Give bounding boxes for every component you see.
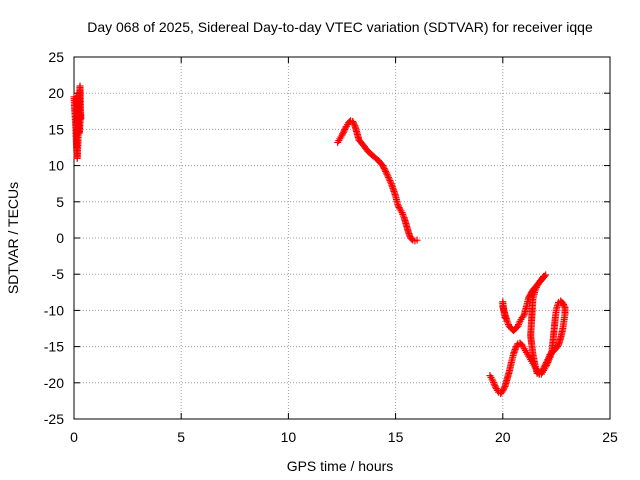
data-point [385,175,393,183]
y-tick-label: 20 [48,85,64,101]
chart-title: Day 068 of 2025, Sidereal Day-to-day VTE… [87,19,593,35]
y-tick-label: -5 [52,266,65,282]
grid-lines [74,57,610,419]
data-point [399,210,407,218]
x-tick-label: 25 [602,429,618,445]
data-point [489,377,497,385]
x-tick-label: 0 [70,429,78,445]
data-point [488,375,496,383]
data-point [516,317,524,325]
y-tick-label: 15 [48,121,64,137]
data-point [545,357,553,365]
data-point [382,169,390,177]
data-point [501,314,509,322]
y-axis-label: SDTVAR / TECUs [5,182,21,294]
data-point [490,379,498,387]
data-point [383,170,391,178]
x-tick-label: 10 [281,429,297,445]
data-point [525,293,533,301]
x-tick-label: 20 [495,429,511,445]
y-tick-label: 5 [56,194,64,210]
data-points [70,82,569,398]
y-tick-label: -20 [44,375,64,391]
data-point [546,353,554,361]
data-point [76,111,84,119]
data-point [399,212,407,220]
y-tick-label: -10 [44,302,64,318]
data-point [387,178,395,186]
x-axis-label: GPS time / hours [287,458,394,474]
data-point [398,209,406,217]
data-point [504,319,512,327]
data-point [384,173,392,181]
x-axis-ticks: 0 5 10 15 20 25 [70,57,618,445]
data-point [384,172,392,180]
x-tick-label: 15 [388,429,404,445]
data-point [545,355,553,363]
y-tick-label: -25 [44,411,64,427]
y-tick-label: -15 [44,339,64,355]
data-point [505,322,513,330]
data-point [515,319,523,327]
y-tick-label: 0 [56,230,64,246]
y-tick-label: 10 [48,158,64,174]
y-axis-ticks: -25 -20 -15 -10 -5 0 5 10 15 20 25 [44,49,610,427]
data-point [505,321,513,329]
x-tick-label: 5 [177,429,185,445]
y-tick-label: 25 [48,49,64,65]
data-point [386,177,394,185]
data-point [413,236,421,244]
